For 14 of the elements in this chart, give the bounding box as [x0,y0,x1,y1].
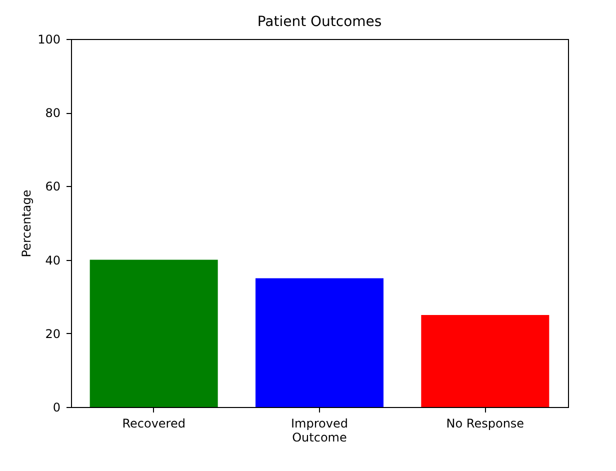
y-tick-label: 80 [45,106,60,120]
y-tick-label: 100 [38,32,60,46]
x-tick-label: No Response [446,416,524,430]
y-tick-label: 0 [52,400,60,414]
bar [421,315,550,407]
y-axis-title: Percentage [20,190,34,258]
x-tick-label: Recovered [122,416,186,430]
bar [90,260,218,407]
y-tick-label: 40 [45,253,60,268]
y-tick-label: 20 [45,326,60,341]
x-tick-label: Improved Outcome [291,416,348,444]
bar [256,278,384,407]
chart-title: Patient Outcomes [257,14,382,30]
y-tick-label: 60 [45,180,60,194]
